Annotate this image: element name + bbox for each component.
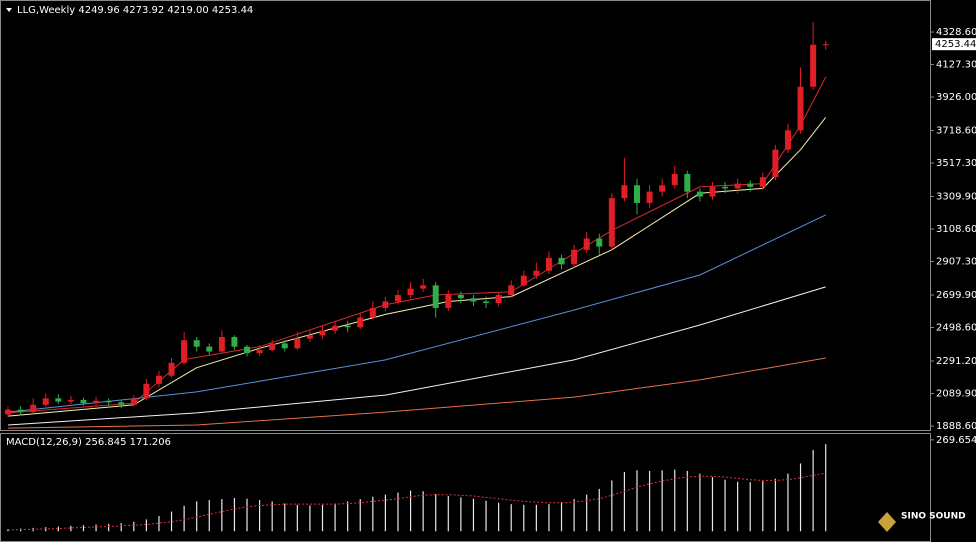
candle-body <box>5 409 11 415</box>
candle-body <box>130 398 137 405</box>
candle-body <box>394 295 401 302</box>
candle-body <box>445 295 452 308</box>
moving-average <box>7 117 827 417</box>
candle-body <box>181 340 188 363</box>
candle-body <box>432 285 439 308</box>
candle-body <box>357 317 364 328</box>
candle-body <box>143 383 150 399</box>
logo: SINO SOUND <box>878 512 966 532</box>
candle-body <box>155 375 162 384</box>
candle-body <box>17 409 24 413</box>
moving-average <box>7 286 826 426</box>
candle-body <box>784 130 791 150</box>
candle-body <box>759 177 766 187</box>
watermark: SINO SOUND <box>901 512 966 522</box>
y-tick-label: 4328.60 <box>936 27 976 38</box>
candle-body <box>659 185 666 192</box>
candle-body <box>822 44 829 46</box>
price-label-box <box>932 38 976 51</box>
macd-title: MACD(12,26,9) 256.845 171.206 <box>6 437 171 448</box>
candle-body <box>671 173 678 186</box>
candle-body <box>67 399 74 402</box>
candle-body <box>571 249 578 265</box>
y-tick-label: 3309.90 <box>936 192 976 203</box>
candle-body <box>747 183 754 187</box>
moving-average <box>7 76 827 414</box>
y-tick-label: 3517.30 <box>936 158 976 169</box>
y-tick-label: 1888.60 <box>936 421 976 432</box>
moving-average <box>7 357 826 429</box>
candle-body <box>508 285 515 296</box>
candle-body <box>118 402 125 405</box>
y-tick-label: 269.654 <box>936 435 976 446</box>
candle-body <box>244 346 251 354</box>
candle-body <box>319 330 326 336</box>
y-tick-label: 2291.20 <box>936 356 976 367</box>
candle-body <box>810 44 817 87</box>
candle-body <box>797 86 804 131</box>
y-tick-label: 2699.90 <box>936 290 976 301</box>
candle-body <box>306 335 313 339</box>
y-tick-label: 2907.30 <box>936 257 976 268</box>
y-tick-label: 2089.90 <box>936 389 976 400</box>
menu-arrow[interactable] <box>6 8 12 12</box>
candle-body <box>206 346 213 352</box>
candle-body <box>193 340 200 347</box>
macd-signal <box>7 472 826 531</box>
candle-body <box>105 400 112 403</box>
candle-body <box>709 186 716 197</box>
candle-body <box>483 301 490 304</box>
candle-body <box>168 362 175 376</box>
candle-body <box>533 270 540 276</box>
candle-body <box>470 298 477 302</box>
candle-body <box>382 301 389 308</box>
candle-body <box>294 338 301 349</box>
candle-body <box>269 343 276 350</box>
candle-body <box>457 295 464 299</box>
candle-body <box>583 238 590 250</box>
candle-body <box>231 336 238 347</box>
main-frame <box>0 0 931 431</box>
y-tick-label: 3108.60 <box>936 224 976 235</box>
candle-body <box>520 275 527 286</box>
candle-body <box>545 257 552 271</box>
candle-body <box>369 307 376 318</box>
candle-body <box>608 198 615 247</box>
candle-body <box>420 285 427 289</box>
candle-body <box>558 257 565 265</box>
moving-average <box>7 214 826 413</box>
candle-body <box>684 173 691 192</box>
candle-body <box>218 336 225 352</box>
logo-mark <box>878 512 896 532</box>
candle-body <box>734 183 741 189</box>
candle-body <box>344 325 351 328</box>
candle-body <box>646 191 653 203</box>
candle-body <box>722 186 729 189</box>
candle-body <box>55 398 62 402</box>
candle-body <box>407 288 414 296</box>
candle-body <box>696 191 703 197</box>
chart-title: LLG,Weekly 4249.96 4273.92 4219.00 4253.… <box>17 5 253 16</box>
candle-body <box>621 185 628 199</box>
candle-body <box>30 404 37 413</box>
y-tick-label: 4127.30 <box>936 60 976 71</box>
candle-body <box>42 398 49 405</box>
candle-body <box>772 149 779 178</box>
current-price: 4253.44 <box>935 39 976 50</box>
candle-body <box>256 349 263 354</box>
candle-body <box>281 343 288 349</box>
plot-layer: 4328.60 4127.30 3926.00 3718.60 3517.30 3309.… <box>5 22 976 532</box>
candle-body <box>332 325 339 331</box>
candle-body <box>80 399 87 404</box>
candle-body <box>93 400 100 404</box>
y-tick-label: 3926.00 <box>936 92 976 103</box>
y-tick-label: 3718.60 <box>936 126 976 137</box>
candle-body <box>634 185 640 203</box>
candle-body <box>596 238 603 247</box>
y-tick-label: 2498.60 <box>936 323 976 334</box>
candle-body <box>495 295 502 304</box>
